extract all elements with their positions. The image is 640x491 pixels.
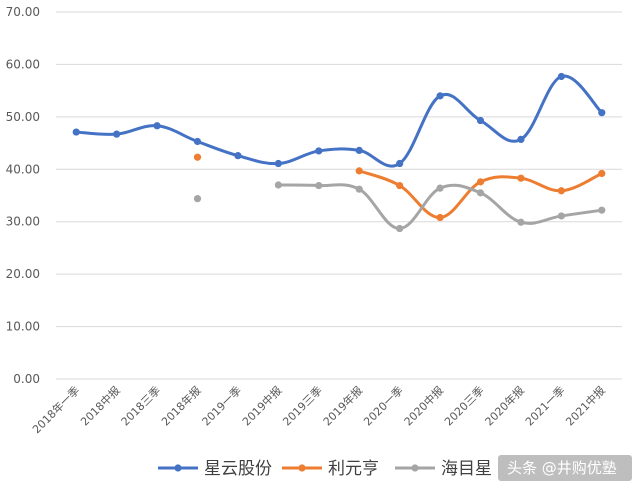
legend-marker [174, 464, 182, 472]
watermark-text: 头条 @井购优塾 [507, 459, 617, 477]
data-point [476, 178, 485, 186]
x-tick-label: 2019三季 [280, 384, 325, 429]
data-point [436, 184, 444, 192]
data-point [355, 146, 363, 155]
series-1 [193, 153, 606, 222]
data-point [193, 137, 202, 146]
data-point [517, 174, 525, 182]
x-tick-label: 2020一季 [361, 384, 406, 429]
x-tick-label: 2020年报 [482, 383, 527, 428]
data-point [113, 130, 121, 138]
x-tick-label: 2019年报 [320, 383, 365, 428]
x-tick-label: 2020三季 [442, 384, 487, 429]
legend-label: 海目星 [441, 459, 492, 479]
y-tick-label: 0.00 [13, 372, 40, 386]
legend-label: 星云股份 [204, 459, 272, 479]
data-point [598, 206, 606, 214]
y-tick-label: 50.00 [6, 110, 40, 124]
data-point [598, 169, 606, 178]
x-tick-label: 2018中报 [78, 383, 123, 428]
x-tick-label: 2018年一季 [29, 383, 82, 436]
data-point [274, 159, 282, 168]
data-point [436, 92, 444, 100]
data-point [234, 152, 242, 160]
data-point [598, 109, 606, 117]
legend-label: 利元亨 [328, 459, 379, 479]
x-tick-label: 2021中报 [563, 383, 608, 428]
watermark: 头条 @井购优塾 [498, 455, 632, 481]
data-point [72, 128, 80, 136]
series-line [74, 74, 604, 168]
data-point [557, 212, 565, 220]
data-point [476, 189, 485, 197]
series-0 [72, 72, 606, 168]
data-point [517, 135, 525, 144]
legend-marker [298, 464, 306, 472]
x-tick-label: 2018三季 [119, 384, 164, 429]
x-tick-label: 2021一季 [523, 384, 568, 429]
y-tick-label: 30.00 [6, 215, 40, 229]
y-tick-label: 10.00 [6, 320, 40, 334]
data-point [193, 153, 202, 161]
data-point [355, 185, 363, 193]
y-tick-label: 40.00 [6, 162, 40, 176]
data-point [557, 72, 565, 81]
data-point [355, 167, 363, 175]
data-point [315, 181, 323, 190]
legend: 星云股份 利元亨 海目星 [158, 459, 492, 479]
x-axis-ticks: 2018年一季2018中报2018三季2018年报2019一季2019中报201… [29, 383, 608, 436]
data-point [436, 213, 444, 222]
data-point [396, 181, 404, 190]
y-axis-ticks: 0.00 10.00 20.00 30.00 40.00 50.00 60.00 70.00 [6, 5, 40, 386]
data-point [315, 147, 323, 155]
watermark-background [498, 455, 632, 481]
x-tick-label: 2020中报 [401, 383, 446, 428]
data-point [476, 116, 485, 125]
gridlines [56, 11, 622, 380]
data-point [396, 159, 404, 168]
series-lines [72, 72, 606, 233]
data-point [274, 181, 282, 189]
y-tick-label: 20.00 [6, 267, 40, 281]
data-point [517, 218, 525, 226]
data-point [557, 187, 565, 195]
legend-marker [411, 464, 419, 472]
x-tick-label: 2019一季 [200, 384, 245, 429]
x-tick-label: 2019中报 [239, 383, 284, 428]
y-tick-label: 70.00 [6, 5, 40, 19]
x-tick-label: 2018年报 [158, 383, 203, 428]
y-tick-label: 60.00 [6, 57, 40, 71]
series-2 [193, 181, 606, 233]
data-point [153, 122, 161, 130]
data-point [193, 195, 202, 203]
data-point [396, 224, 404, 233]
